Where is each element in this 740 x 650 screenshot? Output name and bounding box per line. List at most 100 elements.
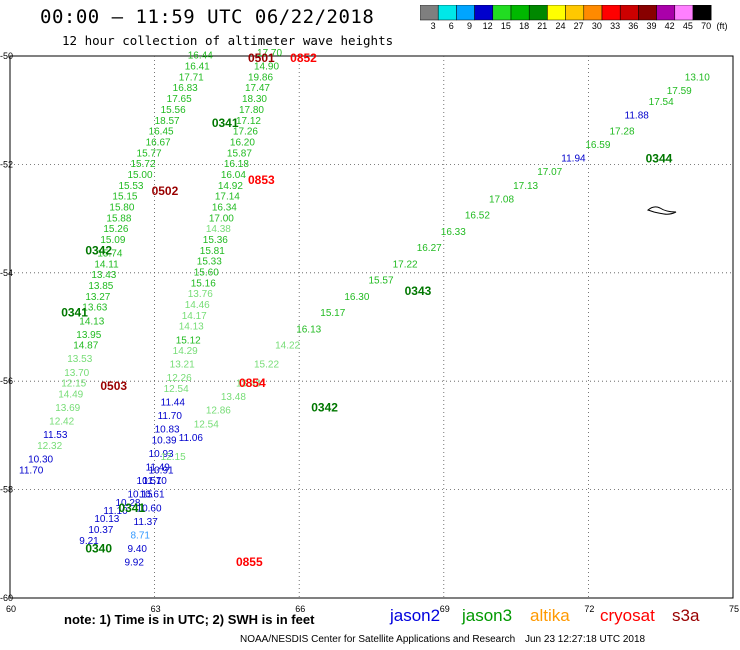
- wave-height-value: 14.38: [206, 224, 231, 235]
- wave-height-value: 11.49: [146, 463, 171, 474]
- colorbar-tick: 18: [519, 21, 530, 31]
- pass-time-label: 0341: [118, 501, 145, 515]
- pass-time-label: 0344: [646, 151, 673, 165]
- map-title: 00:00 – 11:59 UTC 06/22/2018: [40, 6, 375, 28]
- wave-height-value: 16.44: [188, 51, 213, 62]
- wave-height-value: 11.70: [19, 465, 44, 476]
- wave-height-value: 13.43: [236, 379, 261, 390]
- colorbar-unit: (ft): [716, 21, 728, 31]
- wave-height-value: 15.53: [118, 181, 143, 192]
- wave-height-value: 15.17: [320, 308, 345, 319]
- wave-height-value: 13.76: [188, 289, 213, 300]
- wave-height-value: 15.26: [103, 224, 128, 235]
- wave-height-value: 12.54: [194, 419, 219, 430]
- wave-height-value: 14.13: [79, 316, 104, 327]
- island-outline: [646, 206, 677, 215]
- pass-time-label: 0853: [248, 173, 275, 187]
- wave-height-value: 15.12: [176, 335, 201, 346]
- legend-cryosat: cryosat: [600, 606, 655, 625]
- wave-height-value: 16.83: [173, 83, 198, 94]
- colorbar-tick: 33: [610, 21, 621, 31]
- wave-height-value: 10.39: [152, 436, 177, 447]
- wave-height-value: 13.27: [85, 292, 110, 303]
- wave-height-value: 10.51: [137, 476, 162, 487]
- legend-s3a: s3a: [672, 606, 700, 625]
- lon-tick-label: 72: [584, 604, 594, 614]
- wave-height-value: 16.33: [441, 227, 466, 238]
- generation-timestamp: Jun 23 12:27:18 UTC 2018: [525, 634, 646, 645]
- wave-height-value: 13.95: [76, 330, 101, 341]
- wave-height-value: 10.37: [88, 525, 113, 536]
- wave-height-value: 11.94: [561, 154, 586, 165]
- pass-time-label: 0342: [311, 401, 338, 415]
- lat-tick-label: -52: [0, 159, 13, 169]
- wave-height-value: 13.43: [91, 270, 116, 281]
- wave-height-value: 17.13: [513, 181, 538, 192]
- colorbar: [420, 5, 712, 21]
- wave-height-value: 15.09: [100, 235, 125, 246]
- pass-time-label: 0501: [248, 51, 275, 65]
- wave-height-value: 17.12: [236, 116, 261, 127]
- wave-height-value: 12.15: [61, 379, 86, 390]
- wave-height-value: 17.47: [245, 83, 270, 94]
- lon-tick-label: 69: [440, 604, 450, 614]
- lat-tick-label: -54: [0, 268, 13, 278]
- wave-height-value: 15.22: [254, 360, 279, 371]
- wave-height-value: 16.41: [185, 62, 210, 73]
- wave-height-value: 16.67: [146, 137, 171, 148]
- wave-height-value: 13.48: [221, 392, 246, 403]
- wave-height-value: 14.11: [94, 259, 119, 270]
- wave-height-value: 15.81: [200, 246, 225, 257]
- pass-time-label: 0855: [236, 555, 263, 569]
- pass-time-label: 0343: [405, 284, 432, 298]
- wave-height-value: 17.07: [537, 167, 562, 178]
- wave-height-value: 10.30: [28, 455, 53, 466]
- wave-height-value: 11.88: [625, 110, 650, 121]
- wave-height-value: 18.30: [242, 94, 267, 105]
- credit-text: NOAA/NESDIS Center for Satellite Applica…: [240, 634, 516, 645]
- colorbar-tick: 27: [573, 21, 584, 31]
- wave-height-value: 8.71: [131, 530, 151, 541]
- wave-height-value: 12.15: [161, 452, 186, 463]
- colorbar-tick: 36: [628, 21, 639, 31]
- wave-height-value: 10.91: [149, 465, 174, 476]
- wave-height-value: 13.69: [55, 403, 80, 414]
- pass-time-label: 0854: [239, 376, 266, 390]
- wave-height-value: 12.26: [167, 373, 192, 384]
- pass-time-label: 0502: [152, 184, 179, 198]
- wave-height-value: 17.28: [609, 127, 634, 138]
- colorbar-tick: 6: [448, 21, 454, 31]
- wave-height-value: 16.18: [224, 159, 249, 170]
- wave-height-value: 14.49: [58, 389, 83, 400]
- wave-height-value: 15.16: [191, 278, 216, 289]
- wave-height-value: 18.57: [155, 116, 180, 127]
- wave-height-value: 15.74: [97, 249, 122, 260]
- wave-height-value: 15.00: [127, 170, 152, 181]
- wave-height-value: 12.42: [49, 417, 74, 428]
- wave-height-value: 10.13: [94, 514, 119, 525]
- colorbar-labels: 3 6 9 12 15 18 21 24 27 30 33 36 39 42 45 70 (ft): [420, 21, 730, 35]
- legend-jason2: jason2: [390, 606, 441, 625]
- wave-height-value: 14.90: [254, 62, 279, 73]
- wave-height-value: 17.26: [233, 127, 258, 138]
- wave-height-value: 10.28: [115, 498, 140, 509]
- wave-height-value: 13.70: [64, 368, 89, 379]
- wave-height-value: 14.29: [173, 346, 198, 357]
- wave-height-value: 10.83: [155, 425, 180, 436]
- wave-height-value: 15.77: [137, 148, 162, 159]
- wave-height-value: 11.70: [158, 411, 183, 422]
- colorbar-tick: 24: [555, 21, 566, 31]
- wave-height-value: 11.70: [143, 476, 168, 487]
- wave-height-value: 16.34: [212, 202, 237, 213]
- lat-tick-label: -58: [0, 485, 13, 495]
- wave-height-value: 14.92: [218, 181, 243, 192]
- lat-tick-label: -56: [0, 376, 13, 386]
- wave-height-value: 12.54: [164, 384, 189, 395]
- wave-height-value: 13.53: [67, 354, 92, 365]
- wave-height-value: 17.80: [239, 105, 264, 116]
- lon-tick-label: 75: [729, 604, 739, 614]
- wave-height-value: 17.65: [167, 94, 192, 105]
- lat-tick-label: -50: [0, 51, 13, 61]
- wave-height-value: 10.93: [149, 449, 174, 460]
- wave-height-value: 14.87: [73, 341, 98, 352]
